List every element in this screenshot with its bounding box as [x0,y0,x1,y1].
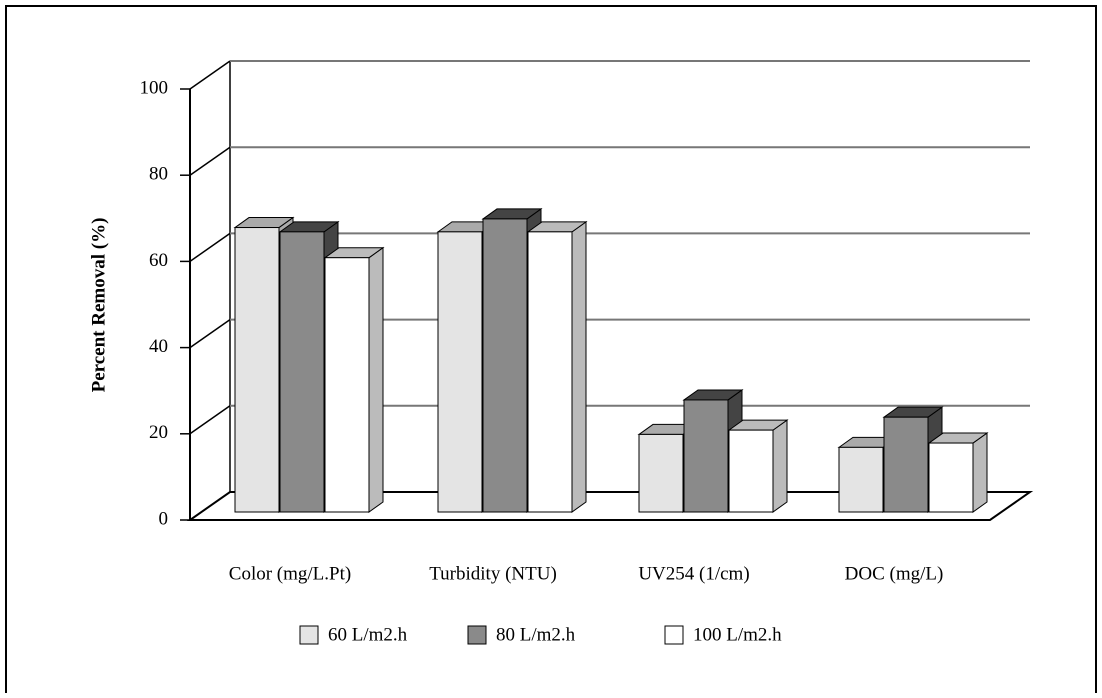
grid-line [190,233,230,261]
bar [438,232,482,512]
bar [839,447,883,512]
y-tick-label: 60 [149,250,168,271]
legend-swatch [665,626,683,644]
legend-label: 60 L/m2.h [328,624,408,645]
bar [528,232,572,512]
y-tick-label: 0 [159,508,169,529]
y-tick-label: 40 [149,336,168,357]
bar [684,400,728,512]
bar-side [572,222,586,512]
y-tick-label: 80 [149,164,168,185]
chart: Percent Removal (%) 0 20 40 60 80 100 Color (m… [0,0,1102,693]
bar-side [369,248,383,512]
bar [235,228,279,512]
bar [280,232,324,512]
grid-line [190,147,230,175]
bar-side [973,433,987,512]
y-tick-label: 20 [149,422,168,443]
grid-line [190,406,230,434]
bar [483,219,527,512]
legend-label: 100 L/m2.h [693,624,782,645]
legend-swatch [300,626,318,644]
bar-side [773,420,787,512]
legend-swatch [468,626,486,644]
x-tick-label: UV254 (1/cm) [638,563,749,584]
bar [729,430,773,512]
y-axis-label: Percent Removal (%) [88,218,109,393]
x-tick-label: DOC (mg/L) [845,563,944,584]
x-tick-label: Color (mg/L.Pt) [229,563,351,584]
legend-label: 80 L/m2.h [496,624,576,645]
grid-line [190,61,230,89]
bar [884,417,928,512]
bar [639,434,683,512]
bar [929,443,973,512]
bar [325,258,369,512]
y-tick-label: 100 [140,77,169,98]
grid-line [190,320,230,348]
x-tick-label: Turbidity (NTU) [429,563,557,584]
